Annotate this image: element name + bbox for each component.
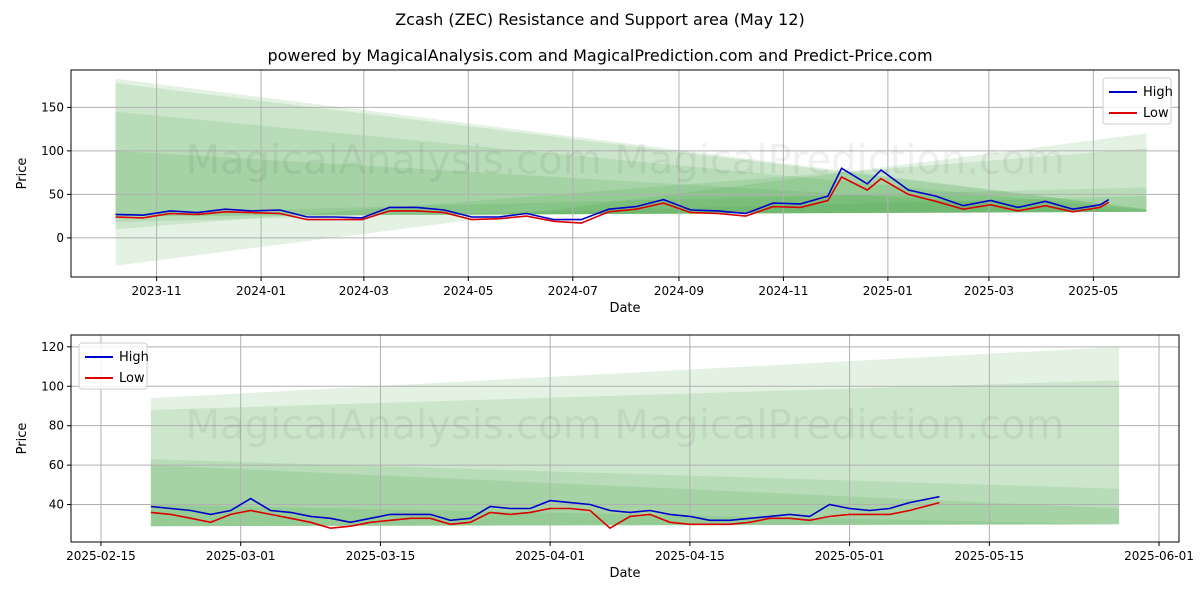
- plot-frame: [70, 334, 1180, 543]
- x-tick-label: 2025-05-01: [815, 549, 885, 563]
- series-high-line: [150, 495, 940, 524]
- legend-label-low: Low: [1143, 106, 1169, 121]
- x-tick-label: 2024-05: [443, 284, 493, 298]
- watermark: MagicalAnalysis.com MagicalPrediction.co…: [186, 403, 1065, 449]
- band-5: [150, 524, 1120, 527]
- band-group: [115, 78, 1147, 266]
- band-0: [115, 133, 1147, 266]
- band-3: [150, 465, 1120, 527]
- y-tick-label: 50: [49, 187, 64, 201]
- x-tick-label: 2025-03-01: [206, 549, 276, 563]
- x-tick-label: 2025-01: [863, 284, 913, 298]
- series-low-line: [115, 175, 1110, 224]
- x-tick-label: 2025-05-15: [954, 549, 1024, 563]
- band-1: [115, 148, 1147, 230]
- x-tick-label: 2025-04-01: [515, 549, 585, 563]
- x-tick-label: 2023-11: [132, 284, 182, 298]
- x-tick-label: 2025-05: [1068, 284, 1118, 298]
- y-tick-label: 120: [41, 340, 64, 354]
- y-axis-label: Price: [15, 423, 30, 455]
- y-tick-label: 60: [49, 458, 64, 472]
- band-4: [115, 150, 1147, 217]
- watermark: MagicalAnalysis.com MagicalPrediction.co…: [186, 138, 1065, 184]
- x-tick-label: 2024-07: [548, 284, 598, 298]
- x-axis-label: Date: [609, 566, 640, 581]
- x-tick-label: 2024-01: [236, 284, 286, 298]
- x-tick-label: 2025-03-15: [346, 549, 416, 563]
- y-tick-label: 150: [41, 100, 64, 114]
- top-chart: 2023-11 2024-01 2024-03 2024-05 2024-07 2024-…: [15, 69, 1180, 316]
- legend-label-low: Low: [119, 371, 145, 386]
- series-group: [115, 167, 1110, 224]
- series-high-line: [115, 167, 1110, 221]
- x-tick-label: 2024-09: [654, 284, 704, 298]
- bottom-chart: 2025-02-15 2025-03-01 2025-03-15 2025-04-01…: [15, 334, 1194, 581]
- series-group: [150, 495, 940, 530]
- x-tick-label: 2025-04-15: [655, 549, 725, 563]
- y-tick-label: 80: [49, 419, 64, 433]
- band-0: [150, 346, 1120, 527]
- chart-title: Zcash (ZEC) Resistance and Support area …: [395, 10, 805, 29]
- band-7: [115, 78, 1147, 217]
- band-1: [150, 380, 1120, 527]
- legend-label-high: High: [119, 350, 149, 365]
- y-tick-label: 100: [41, 144, 64, 158]
- x-tick-label: 2024-03: [339, 284, 389, 298]
- x-axis-label: Date: [609, 301, 640, 316]
- x-tick-label: 2024-11: [758, 284, 808, 298]
- y-tick-label: 100: [41, 379, 64, 393]
- band-group: [150, 346, 1120, 527]
- series-low-line: [150, 501, 940, 530]
- y-tick-label: 0: [56, 231, 64, 245]
- chart-subtitle: powered by MagicalAnalysis.com and Magic…: [267, 46, 933, 65]
- plot-frame: [70, 69, 1180, 278]
- band-5: [115, 111, 1147, 217]
- x-tick-label: 2025-03: [964, 284, 1014, 298]
- legend-label-high: High: [1143, 85, 1173, 100]
- y-tick-label: 40: [49, 498, 64, 512]
- x-tick-label: 2025-06-01: [1124, 549, 1194, 563]
- x-tick-label: 2025-02-15: [66, 549, 136, 563]
- y-axis-label: Price: [15, 158, 30, 190]
